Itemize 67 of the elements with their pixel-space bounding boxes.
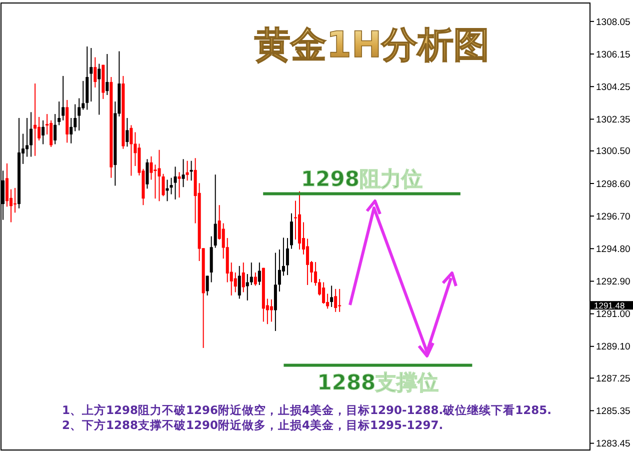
candlestick	[90, 48, 93, 102]
candlestick	[278, 249, 281, 292]
candlestick	[214, 174, 217, 248]
candlestick	[322, 282, 326, 304]
y-tick-label: 1304.25	[596, 82, 630, 93]
candlestick	[286, 238, 289, 276]
candlestick	[54, 114, 57, 145]
candlestick	[26, 117, 29, 158]
candlestick	[158, 149, 161, 202]
y-tick-label: 1289.10	[596, 342, 630, 353]
candlestick	[330, 285, 334, 308]
candlestick	[146, 158, 149, 190]
candlestick	[254, 272, 257, 286]
candlestick	[78, 98, 81, 131]
candlestick	[58, 101, 61, 126]
y-tick-label: 1302.35	[596, 114, 630, 126]
candlestick	[306, 238, 310, 286]
annotation: 1、上方1298阻力不破1296附近做空，止损4美金，目标1290-1288.破位继续下看1285.	[62, 403, 552, 417]
candlestick	[126, 117, 129, 148]
candlestick	[206, 275, 209, 296]
candlestick	[238, 265, 241, 300]
y-tick-label: 1285.35	[596, 406, 630, 418]
candlestick	[130, 124, 133, 176]
candlestick	[174, 166, 177, 200]
candlestick	[14, 187, 17, 214]
candlestick	[170, 177, 173, 195]
text: 1291.48	[594, 300, 625, 311]
y-tick-label: 1298.60	[596, 178, 630, 190]
candlestick	[62, 75, 65, 121]
candlestick	[150, 156, 153, 180]
candlestick	[334, 288, 338, 312]
candlestick	[294, 200, 297, 240]
y-tick-label: 1291.00	[596, 309, 630, 320]
candlestick	[338, 288, 342, 312]
y-tick-label: 1287.25	[596, 373, 630, 384]
candlestick	[70, 117, 73, 144]
ref-line-label: 1298阻力位	[301, 166, 422, 191]
candlestick	[6, 162, 9, 208]
candlestick	[154, 164, 157, 200]
candlestick	[234, 272, 237, 293]
text: 黄金1H分析图	[254, 25, 490, 66]
ref-line-label: 1288支撑位	[317, 370, 439, 394]
candlestick	[290, 212, 293, 250]
candlestick	[42, 120, 45, 145]
candlestick	[50, 120, 53, 148]
candlestick	[94, 56, 97, 88]
candlestick	[250, 262, 253, 286]
candlestick	[162, 173, 165, 197]
y-tick-label: 1294.80	[596, 244, 630, 255]
y-tick-label: 1283.45	[596, 438, 630, 450]
candlestick	[258, 262, 261, 286]
candlestick	[106, 54, 109, 96]
candlestick	[186, 160, 189, 182]
candlestick	[98, 63, 101, 116]
candlestick	[178, 172, 181, 198]
y-tick-label: 1296.70	[596, 211, 630, 222]
annotation: 2、下方1288支撑不破1290附近做多，止损4美金，目标1295-1297.	[62, 418, 444, 432]
candlestick	[30, 112, 33, 158]
y-tick-label: 1306.15	[596, 49, 630, 60]
candlestick	[242, 262, 245, 293]
candlestick	[182, 158, 185, 188]
candlestick	[34, 83, 37, 156]
candlestick	[38, 116, 41, 141]
y-tick-label: 1292.90	[596, 276, 630, 288]
candlestick	[74, 104, 77, 132]
y-tick-label: 1300.50	[596, 146, 630, 158]
y-tick-label: 1308.05	[596, 16, 630, 28]
